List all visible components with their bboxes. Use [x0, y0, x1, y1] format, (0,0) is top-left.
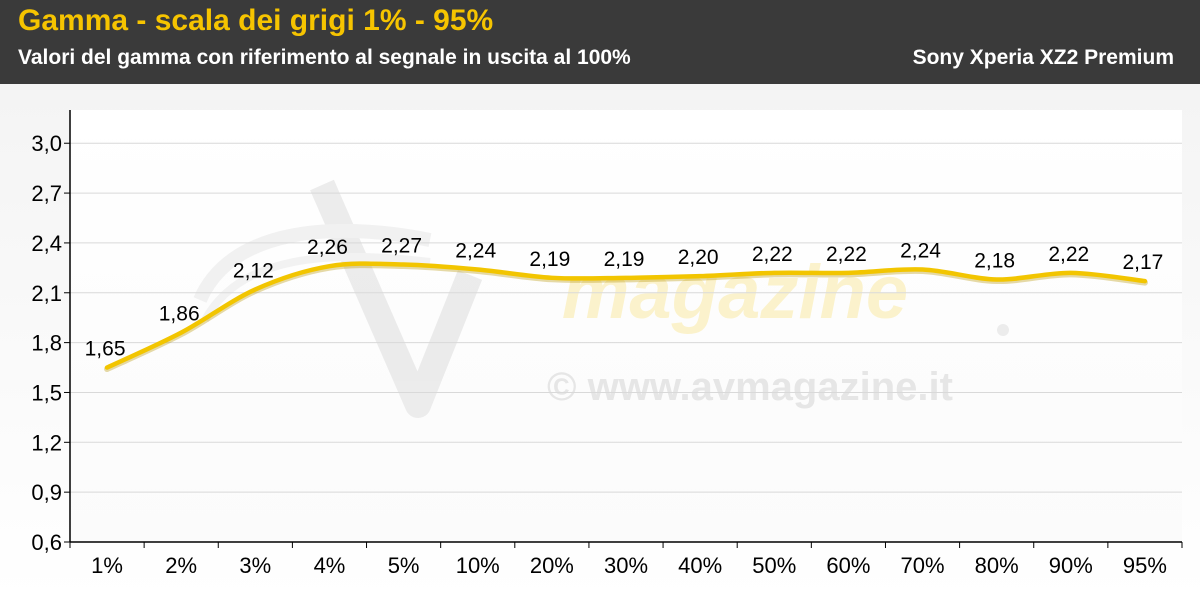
chart-subtitle: Valori del gamma con riferimento al segn…	[18, 46, 631, 70]
y-tick-label: 3,0	[31, 131, 62, 156]
data-label: 2,19	[529, 248, 570, 271]
y-tick-labels: 0,6 0,9 1,2 1,5 1,8 2,1 2,4 2,7 3,0	[31, 131, 62, 555]
x-tick-label: 40%	[678, 553, 722, 578]
x-tick-label: 60%	[826, 553, 870, 578]
chart-title: Gamma - scala dei grigi 1% - 95%	[18, 4, 493, 38]
data-label: 2,22	[1048, 243, 1089, 266]
data-label: 2,26	[307, 236, 348, 259]
x-tick-label: 90%	[1049, 553, 1093, 578]
x-tick-label: 70%	[901, 553, 945, 578]
gamma-chart: magazine © www.avmagazine.it 0,60,91,21,…	[0, 84, 1200, 600]
x-tick-label: 2%	[165, 553, 197, 578]
data-label: 2,22	[826, 243, 867, 266]
y-tick-label: 1,2	[31, 430, 62, 455]
watermark-url-text: © www.avmagazine.it	[547, 365, 953, 409]
y-tick-label: 2,7	[31, 181, 62, 206]
x-tick-label: 95%	[1123, 553, 1167, 578]
y-tick-label: 0,9	[31, 480, 62, 505]
x-tick-label: 50%	[752, 553, 796, 578]
data-label: 2,20	[678, 246, 719, 269]
data-label: 2,27	[381, 235, 422, 258]
x-tick-label: 80%	[975, 553, 1019, 578]
y-tick-label: 2,4	[31, 231, 62, 256]
device-name: Sony Xperia XZ2 Premium	[913, 46, 1174, 70]
x-tick-label: 10%	[456, 553, 500, 578]
data-label: 2,17	[1122, 251, 1163, 274]
x-tick-label: 30%	[604, 553, 648, 578]
x-tick-label: 5%	[388, 553, 420, 578]
y-tick-label: 1,5	[31, 380, 62, 405]
x-tick-label: 4%	[314, 553, 346, 578]
y-tick-label: 0,6	[31, 530, 62, 555]
chart-header: Gamma - scala dei grigi 1% - 95% Valori …	[0, 0, 1200, 84]
x-tick-label: 20%	[530, 553, 574, 578]
data-label: 2,22	[752, 243, 793, 266]
y-tick-label: 2,1	[31, 281, 62, 306]
data-label: 2,18	[974, 249, 1015, 272]
data-label: 2,12	[233, 259, 274, 282]
data-label: 2,19	[604, 248, 645, 271]
x-tick-label: 1%	[91, 553, 123, 578]
data-label: 2,24	[455, 240, 496, 263]
data-label: 1,65	[85, 338, 126, 361]
watermark-dot	[997, 324, 1009, 336]
data-label: 2,24	[900, 240, 941, 263]
x-tick-labels: 1% 2% 3% 4% 5% 10% 20% 30% 40% 50% 60% 70% 80% 90% 95%	[91, 553, 1167, 578]
x-tick-label: 3%	[239, 553, 271, 578]
data-label: 1,86	[159, 303, 200, 326]
y-tick-label: 1,8	[31, 331, 62, 356]
